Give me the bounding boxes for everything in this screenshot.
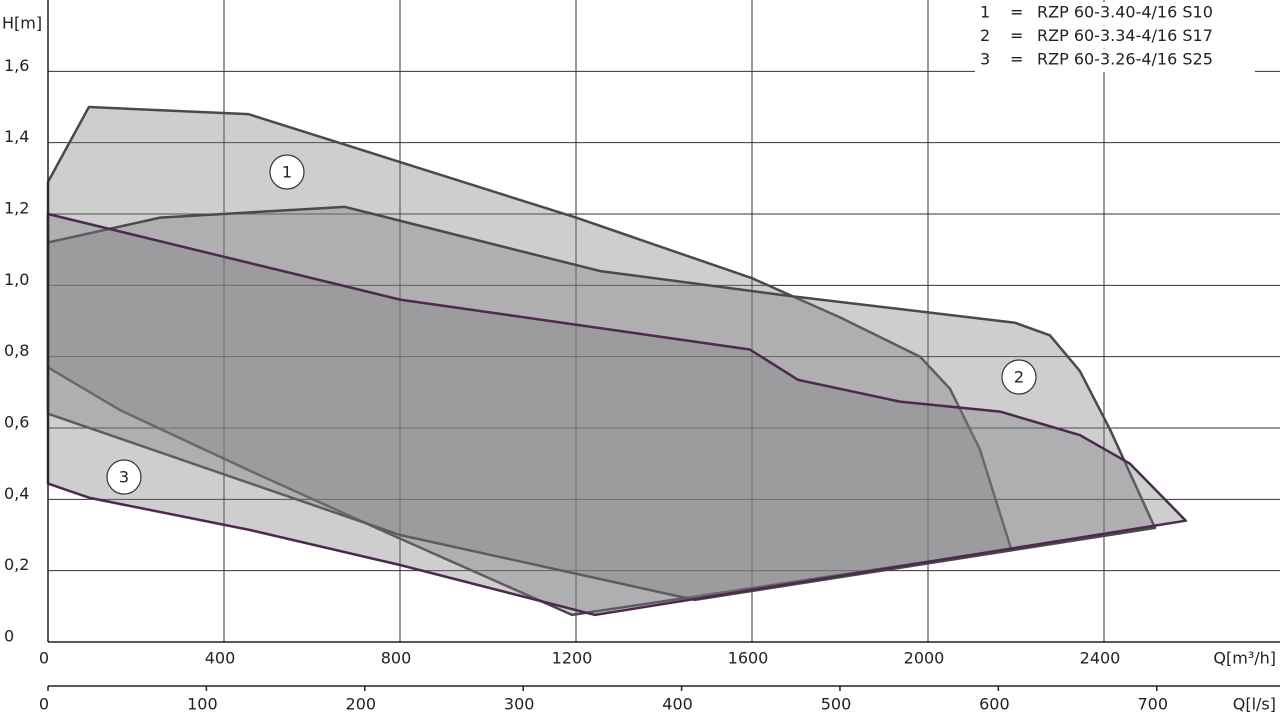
x-tick-label: 400: [205, 649, 236, 668]
legend-label: RZP 60-3.26-4/16 S25: [1037, 50, 1213, 69]
x2-axis-title: Q[l/s]: [1233, 695, 1276, 714]
x-tick-label: 0: [39, 649, 49, 668]
legend-bg: [975, 2, 1255, 25]
legend-separator: =: [1010, 3, 1023, 22]
x-axis-title: Q[m³/h]: [1213, 649, 1276, 668]
y-tick-label: 1,2: [4, 199, 29, 218]
y-tick-label: 0: [4, 627, 14, 646]
region-label: 2: [1014, 368, 1024, 387]
legend-bg: [975, 49, 1255, 72]
region-badge: [1001, 359, 1037, 395]
legend-number: 2: [980, 26, 990, 45]
y-axis-title: H[m]: [2, 14, 42, 33]
x2-tick-label: 700: [1137, 695, 1168, 714]
region-badge: [106, 459, 142, 495]
x-tick-label: 2000: [904, 649, 945, 668]
legend-number: 1: [980, 3, 990, 22]
legend-separator: =: [1010, 26, 1023, 45]
x2-tick-label: 200: [346, 695, 377, 714]
y-tick-label: 0,4: [4, 484, 29, 503]
region-label: 3: [119, 468, 129, 487]
x2-tick-label: 0: [39, 695, 49, 714]
region-badge: [269, 154, 305, 190]
x2-tick-label: 600: [979, 695, 1010, 714]
region: [46, 105, 1013, 617]
legend-label: RZP 60-3.40-4/16 S10: [1037, 3, 1213, 22]
y-tick-label: 0,8: [4, 341, 29, 360]
y-tick-label: 1,0: [4, 270, 29, 289]
y-tick-label: 1,6: [4, 56, 29, 75]
x2-tick-label: 100: [187, 695, 218, 714]
legend-separator: =: [1010, 50, 1023, 69]
y-tick-label: 0,2: [4, 555, 29, 574]
x2-tick-label: 400: [662, 695, 693, 714]
region: [46, 212, 1188, 617]
legend-bg: [975, 25, 1255, 49]
x-tick-label: 1600: [728, 649, 769, 668]
legend-number: 3: [980, 50, 990, 69]
legend-label: RZP 60-3.34-4/16 S17: [1037, 26, 1213, 45]
x-tick-label: 1200: [552, 649, 593, 668]
x-tick-label: 2400: [1080, 649, 1121, 668]
y-tick-label: 1,4: [4, 127, 29, 146]
x2-tick-label: 300: [504, 695, 535, 714]
x2-tick-label: 500: [821, 695, 852, 714]
y-tick-label: 0,6: [4, 413, 29, 432]
x-tick-label: 800: [381, 649, 412, 668]
region-label: 1: [282, 163, 292, 182]
region: [46, 205, 1157, 602]
